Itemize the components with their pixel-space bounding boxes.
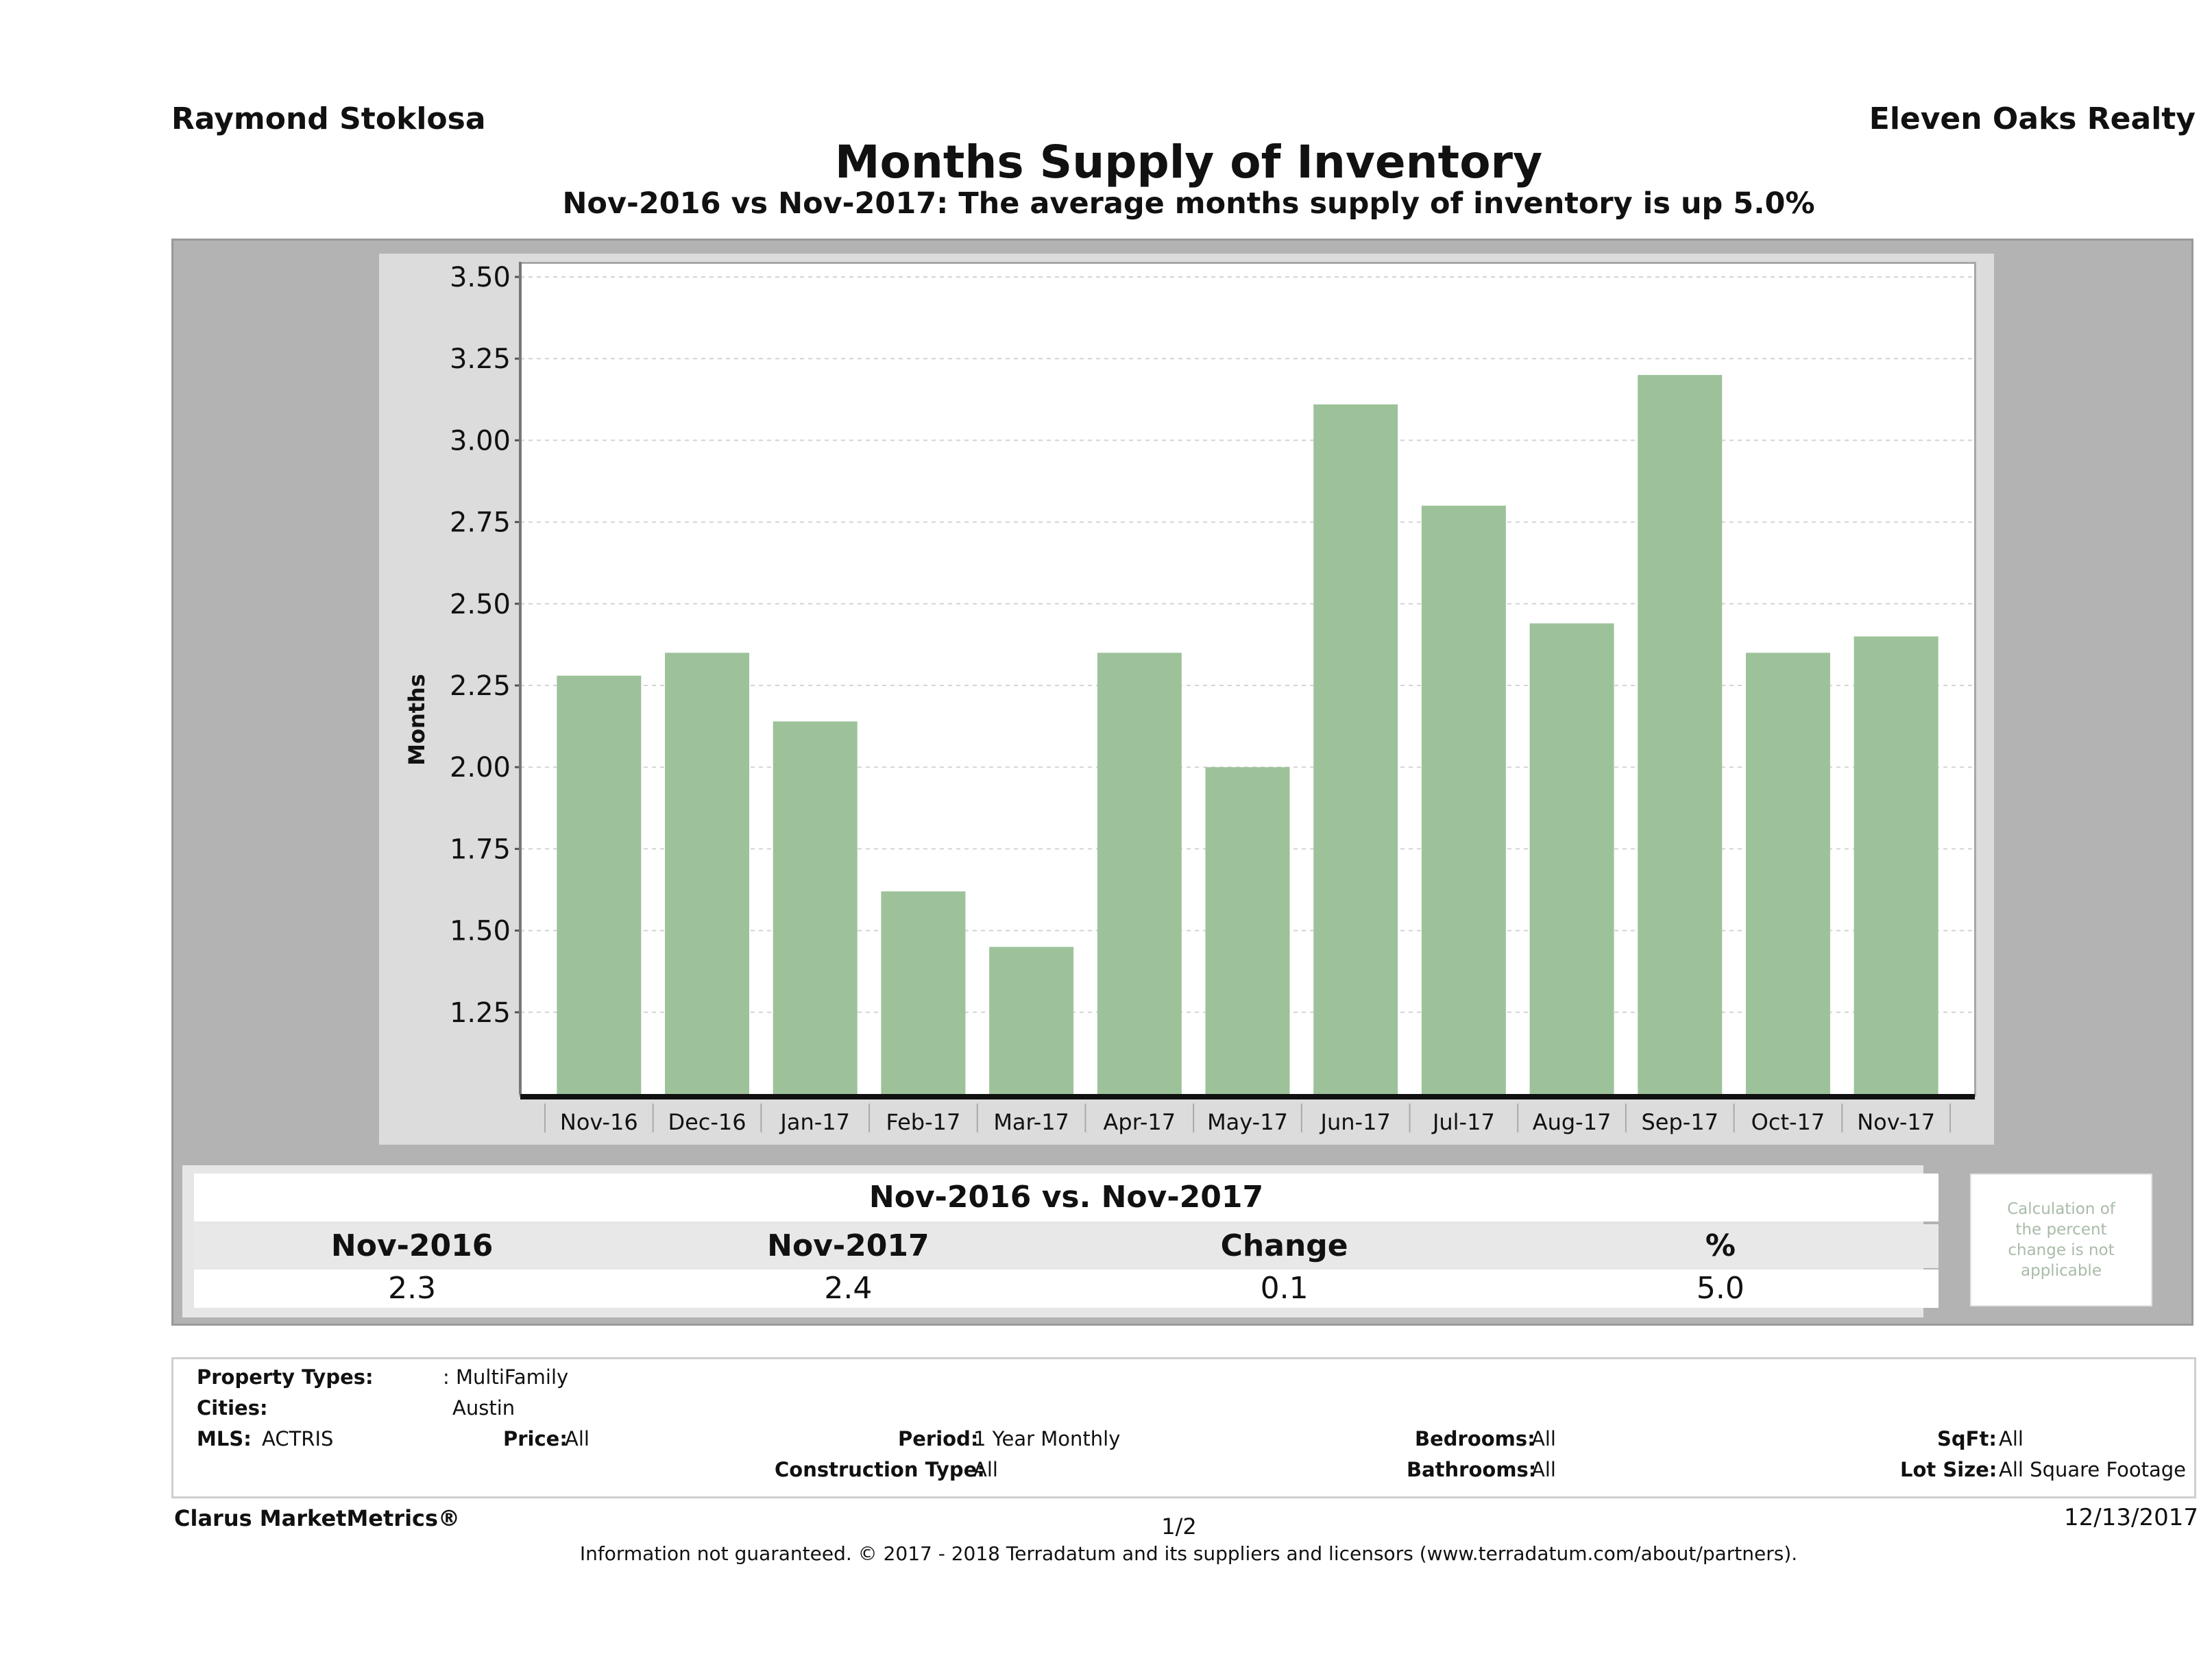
summary-value: 2.3 (388, 1271, 437, 1306)
y-tick-label: 2.75 (450, 507, 511, 539)
y-tick-label: 1.75 (450, 834, 511, 865)
y-axis-label: Months (404, 674, 430, 766)
bar-aug-17 (1529, 623, 1614, 1094)
construction-type-value: All (973, 1458, 998, 1481)
agent-name: Raymond Stoklosa (171, 101, 486, 136)
summary-header: % (1705, 1228, 1736, 1263)
x-tick-label: Apr-17 (1104, 1109, 1176, 1135)
lot-size-value: All Square Footage (1999, 1458, 2187, 1481)
x-tick-label: Jul-17 (1431, 1109, 1495, 1135)
summary-value: 0.1 (1260, 1271, 1309, 1306)
mls-label: MLS: (197, 1427, 252, 1450)
y-tick-label: 3.50 (450, 262, 511, 293)
x-tick-label: Oct-17 (1751, 1109, 1825, 1135)
period-label: Period: (898, 1427, 979, 1450)
report-date: 12/13/2017 (2064, 1504, 2198, 1531)
sqft-value: All (1999, 1427, 2023, 1450)
period-value: 1 Year Monthly (973, 1427, 1121, 1450)
bar-jun-17 (1313, 404, 1398, 1094)
x-axis-ticks: Nov-16 Dec-16 Jan-17 Feb-17 Mar-17 Apr-17 May-… (519, 262, 1975, 1135)
x-tick-label: Nov-17 (1857, 1109, 1935, 1135)
chart-title: Months Supply of Inventory (834, 136, 1543, 189)
x-tick-label: Jun-17 (1320, 1109, 1391, 1135)
property-types-value: : MultiFamily (443, 1365, 569, 1389)
y-axis-ticks: 1.25 1.50 1.75 2.00 2.25 2.50 2.75 3.00 3.25 3.50 (450, 262, 520, 1029)
bar-may-17 (1205, 767, 1290, 1094)
cities-label: Cities: (197, 1396, 268, 1420)
bedrooms-value: All (1531, 1427, 1556, 1450)
lot-size-label: Lot Size: (1900, 1458, 1997, 1481)
gridlines (520, 276, 1975, 1013)
percent-change-note-text: Calculation of the percent change is not… (2007, 1200, 2115, 1280)
y-tick-label: 2.00 (450, 752, 511, 783)
y-tick-label: 2.25 (450, 670, 511, 702)
bar-jan-17 (773, 721, 858, 1094)
x-tick-label: Feb-17 (886, 1109, 960, 1135)
y-tick-label: 1.50 (450, 916, 511, 947)
x-tick-label: Sep-17 (1641, 1109, 1718, 1135)
x-tick-label: Nov-16 (560, 1109, 638, 1135)
x-tick-label: Aug-17 (1533, 1109, 1612, 1135)
y-tick-label: 3.25 (450, 343, 511, 375)
bar-mar-17 (989, 947, 1074, 1094)
percent-change-note: Calculation of the percent change is not… (1970, 1174, 2152, 1306)
bathrooms-label: Bathrooms: (1407, 1458, 1537, 1481)
price-label: Price: (503, 1427, 568, 1450)
bar-jul-17 (1421, 505, 1506, 1094)
cities-value: Austin (452, 1396, 515, 1420)
summary-header: Nov-2017 (767, 1228, 929, 1263)
bar-chart: 1.25 1.50 1.75 2.00 2.25 2.50 2.75 3.00 3.25 3.50… (404, 262, 1975, 1135)
construction-type-label: Construction Type: (775, 1458, 985, 1481)
disclaimer: Information not guaranteed. © 2017 - 201… (579, 1542, 1798, 1565)
mls-value: ACTRIS (262, 1427, 334, 1450)
summary-header: Change (1220, 1228, 1348, 1263)
summary-header: Nov-2016 (330, 1228, 494, 1263)
search-criteria-box (171, 1357, 2196, 1498)
sqft-label: SqFt: (1937, 1427, 1997, 1450)
summary-title: Nov-2016 vs. Nov-2017 (194, 1174, 1938, 1221)
y-tick-label: 3.00 (450, 425, 511, 457)
property-types-label: Property Types: (197, 1365, 374, 1389)
summary-header-row: Nov-2016 Nov-2017 Change % (194, 1224, 1938, 1268)
x-tick-label: Dec-16 (668, 1109, 746, 1135)
summary-value: 2.4 (824, 1271, 873, 1306)
bars (557, 375, 1938, 1094)
x-tick-label: May-17 (1207, 1109, 1288, 1135)
summary-value: 5.0 (1696, 1271, 1745, 1306)
price-value: All (565, 1427, 590, 1450)
bar-feb-17 (881, 891, 966, 1094)
bar-nov-16 (557, 675, 642, 1094)
page-number: 1/2 (1161, 1513, 1197, 1540)
footer-brand: Clarus MarketMetrics® (174, 1505, 461, 1531)
bar-oct-17 (1745, 653, 1830, 1094)
y-tick-label: 1.25 (450, 997, 511, 1029)
bedrooms-label: Bedrooms: (1415, 1427, 1535, 1450)
x-tick-label: Mar-17 (993, 1109, 1069, 1135)
chart-subtitle: Nov-2016 vs Nov-2017: The average months… (562, 186, 1815, 221)
bar-dec-16 (665, 653, 750, 1094)
bar-nov-17 (1854, 636, 1938, 1094)
bar-sep-17 (1638, 375, 1723, 1094)
summary-value-row: 2.3 2.4 0.1 5.0 (194, 1269, 1938, 1308)
y-tick-label: 2.50 (450, 589, 511, 620)
bar-apr-17 (1097, 653, 1182, 1094)
x-tick-label: Jan-17 (779, 1109, 850, 1135)
bathrooms-value: All (1531, 1458, 1556, 1481)
brokerage-name: Eleven Oaks Realty (1869, 101, 2196, 136)
